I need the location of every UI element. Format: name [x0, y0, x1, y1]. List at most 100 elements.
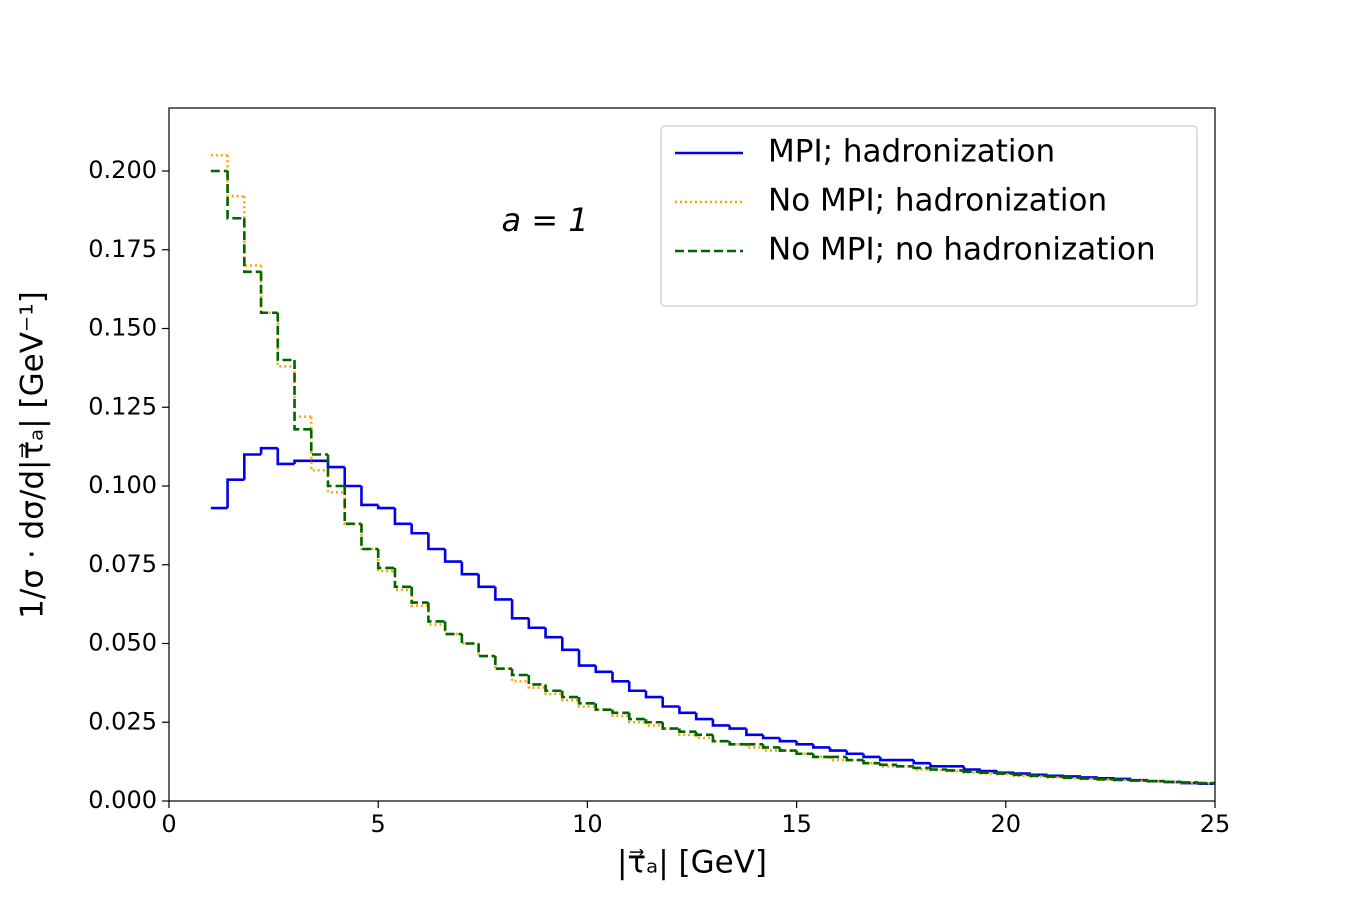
step-segment — [343, 486, 362, 526]
step-segment — [644, 719, 663, 724]
step-segment — [243, 453, 262, 480]
y-tick-label: 0.150 — [88, 314, 157, 342]
step-segment — [309, 429, 328, 456]
step-segment — [611, 671, 630, 683]
step-segment — [812, 753, 831, 759]
step-segment — [728, 741, 747, 746]
y-tick-label: 0.050 — [88, 629, 157, 657]
step-segment — [862, 753, 881, 759]
step-segment — [393, 508, 412, 526]
step-segment — [577, 649, 596, 667]
step-segment — [1063, 775, 1082, 778]
step-segment — [594, 665, 613, 674]
step-segment — [1163, 780, 1182, 784]
step-segment — [644, 690, 663, 699]
step-segment — [745, 728, 764, 737]
step-segment — [443, 621, 462, 636]
step-segment — [661, 722, 680, 730]
step-segment — [594, 703, 613, 711]
step-segment — [360, 486, 379, 507]
step-segment — [259, 265, 278, 315]
step-segment — [560, 690, 580, 699]
step-segment — [427, 533, 446, 551]
step-segment — [226, 478, 245, 509]
step-segment — [694, 712, 713, 721]
step-segment — [1113, 778, 1132, 782]
step-segment — [577, 697, 596, 705]
step-segment — [460, 561, 479, 576]
step-segment — [376, 549, 395, 570]
step-segment — [1079, 777, 1098, 780]
y-axis-label: 1/σ · dσ/d|τ⃗ₐ| [GeV⁻¹] — [15, 291, 51, 619]
step-segment — [460, 634, 479, 645]
y-tick-label: 0.125 — [88, 392, 157, 420]
step-segment — [326, 470, 345, 494]
step-segment — [326, 454, 345, 488]
step-segment — [678, 728, 697, 737]
step-segment — [761, 734, 780, 740]
step-segment — [979, 769, 998, 773]
step-segment — [996, 772, 1015, 775]
step-segment — [293, 366, 312, 418]
step-segment — [962, 770, 981, 774]
step-segment — [410, 586, 429, 604]
step-segment — [728, 725, 747, 730]
step-segment — [678, 706, 697, 715]
step-segment — [1180, 781, 1199, 784]
step-segment — [560, 637, 580, 652]
step-segment — [711, 719, 730, 727]
step-segment — [1196, 781, 1215, 785]
step-segment — [929, 767, 948, 771]
y-tick-label: 0.075 — [88, 550, 157, 578]
step-segment — [795, 750, 814, 756]
step-segment — [259, 446, 278, 455]
step-segment — [1130, 779, 1149, 782]
step-segment — [812, 744, 831, 749]
step-segment — [544, 627, 563, 639]
step-segment — [1012, 773, 1031, 777]
step-segment — [494, 656, 513, 670]
legend-box — [660, 125, 1198, 307]
plot-frame — [168, 107, 1216, 802]
x-tick-label: 15 — [781, 810, 812, 838]
step-segment — [945, 769, 964, 772]
legend-label: No MPI; hadronization — [768, 183, 1107, 219]
step-segment — [494, 656, 513, 670]
step-segment — [577, 700, 596, 708]
step-segment — [678, 728, 697, 733]
step-segment — [912, 766, 931, 770]
step-segment — [778, 747, 797, 752]
series — [210, 169, 1215, 785]
step-segment — [1096, 777, 1115, 781]
step-segment — [427, 602, 446, 623]
step-segment — [912, 760, 931, 765]
step-segment — [979, 771, 998, 774]
y-tick-label: 0.175 — [88, 235, 157, 263]
step-segment — [309, 416, 328, 472]
step-segment — [393, 567, 412, 589]
step-segment — [1079, 776, 1098, 779]
step-segment — [360, 523, 379, 551]
y-tick-label: 0.200 — [88, 156, 157, 184]
step-segment — [1029, 774, 1048, 778]
step-segment — [326, 460, 345, 469]
step-segment — [410, 523, 429, 535]
step-segment — [845, 750, 864, 756]
step-segment — [544, 684, 563, 693]
step-segment — [795, 741, 814, 746]
step-segment — [393, 571, 412, 592]
step-segment — [243, 218, 262, 274]
step-segment — [627, 681, 646, 693]
step-segment — [243, 196, 262, 267]
step-segment — [226, 155, 245, 198]
step-segment — [611, 709, 630, 718]
step-segment — [929, 763, 948, 768]
step-segment — [627, 712, 646, 721]
step-segment — [443, 624, 462, 636]
step-segment — [1146, 779, 1165, 783]
step-segment — [276, 448, 295, 466]
legend-label: No MPI; no hadronization — [768, 232, 1156, 268]
step-segment — [443, 549, 462, 563]
step-segment — [1046, 775, 1065, 779]
step-segment — [276, 312, 295, 368]
